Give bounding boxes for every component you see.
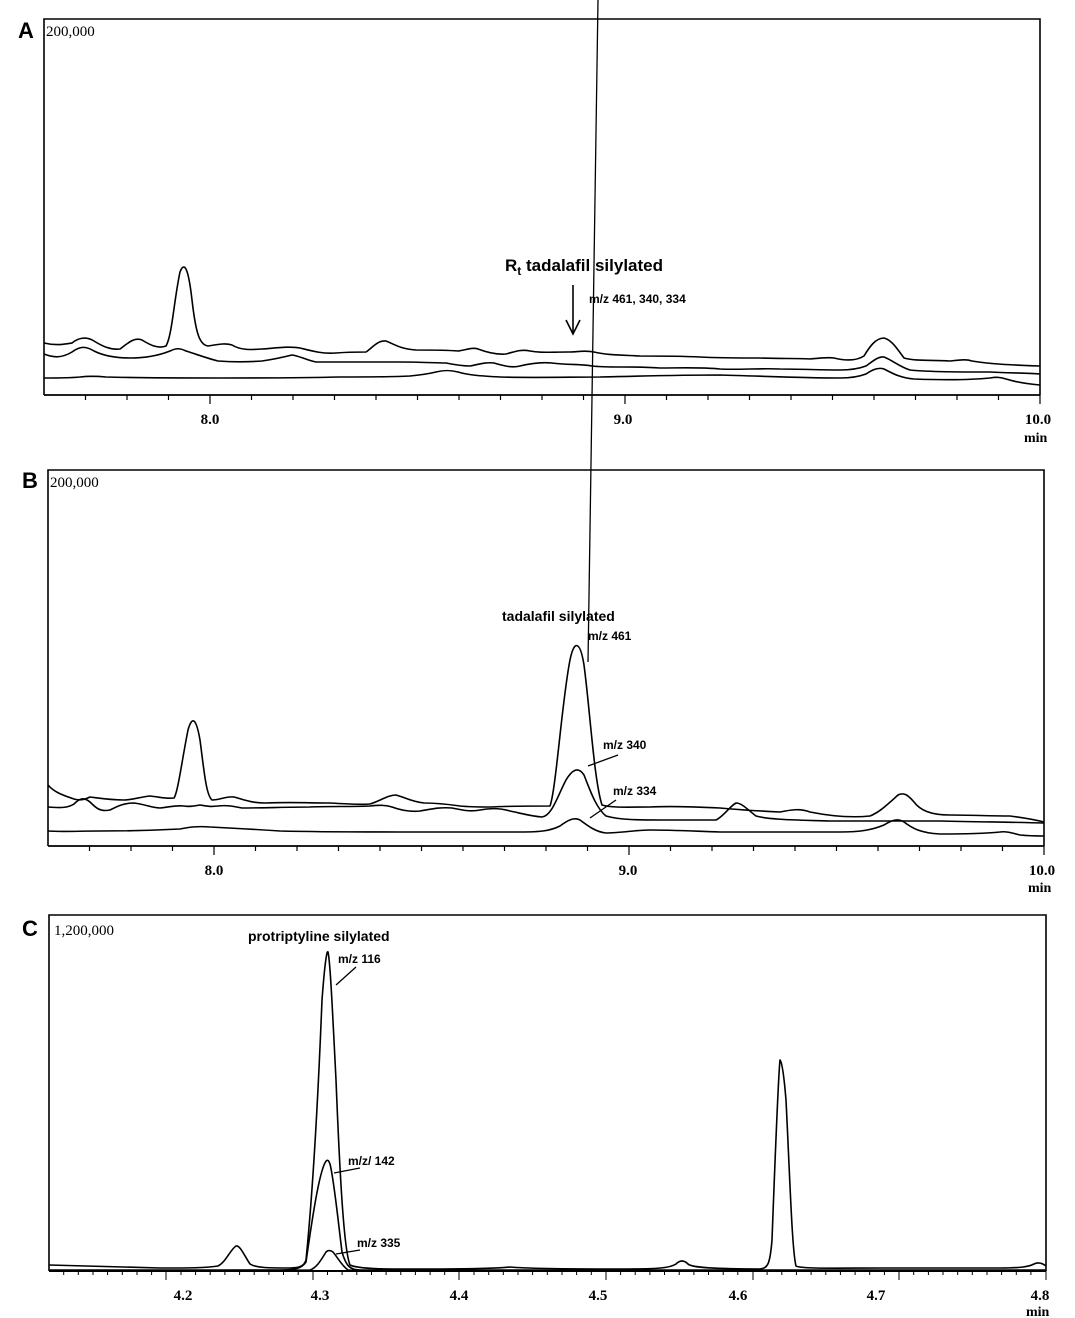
panel-a-ticks (84, 395, 1041, 404)
panel-a-trace-top (43, 266, 1041, 367)
panel-a-arrow-down-icon (565, 285, 581, 336)
panel-b-compound-label: tadalafil silylated (502, 608, 615, 624)
panel-c-frame (48, 914, 1047, 1271)
panel-c-tick-4-4: 4.4 (450, 1288, 469, 1304)
panel-a-tick-8: 8.0 (201, 412, 220, 428)
panel-c-tick-4-5: 4.5 (589, 1288, 608, 1304)
panel-c-compound-label: protriptyline silylated (248, 928, 390, 944)
panel-a: A 200,000 8.0 9.0 10.0 min Rt tadal (18, 18, 1051, 446)
panel-a-annotation-title: Rt tadalafil silylated (505, 256, 663, 278)
panel-a-ymax-label: 200,000 (46, 24, 95, 40)
panel-c-trace-mz142 (49, 1159, 1046, 1271)
panel-c-unit: min (1026, 1305, 1050, 1318)
panel-b-trace-mz334 (47, 818, 1045, 837)
panel-a-annotation-ions: m/z 461, 340, 334 (589, 292, 686, 306)
panel-c-tick-4-6: 4.6 (729, 1288, 748, 1304)
panel-c-ion-335-leader (335, 1249, 361, 1255)
panel-b-ion-461-label: m/z 461 (588, 629, 632, 643)
panel-a-tick-10: 10.0 (1025, 412, 1051, 428)
panel-b-trace-mz461 (47, 644, 1045, 823)
panel-b-unit: min (1028, 881, 1052, 896)
panel-b-ion-334-leader (589, 799, 617, 819)
panel-b: B 200,000 8.0 9.0 10.0 min tad (22, 0, 1055, 896)
panel-b-ion-340-leader (587, 754, 619, 767)
panel-c-ion-335-label: m/z 335 (357, 1236, 401, 1250)
panel-b-tick-10: 10.0 (1029, 863, 1055, 879)
panel-b-ion-461-leader (587, 0, 599, 663)
panel-a-letter: A (18, 18, 34, 43)
panel-c-ion-142-label: m/z/ 142 (348, 1154, 395, 1168)
panel-c-ymax-label: 1,200,000 (54, 923, 114, 939)
panel-c-trace-mz116 (48, 951, 1047, 1270)
panel-b-trace-mz340 (47, 769, 1045, 824)
panel-c-tick-4-8: 4.8 (1031, 1288, 1050, 1304)
panel-c-letter: C (22, 916, 38, 941)
panel-c-ion-142-leader (333, 1167, 361, 1174)
panel-b-ticks (88, 846, 1045, 855)
panel-b-ion-340-label: m/z 340 (603, 738, 647, 752)
panel-c-tick-4-7: 4.7 (867, 1288, 886, 1304)
panel-a-unit: min (1024, 431, 1048, 446)
panel-c-tick-4-2: 4.2 (174, 1288, 193, 1304)
panel-b-tick-8: 8.0 (205, 863, 224, 879)
panel-b-ymax-label: 200,000 (50, 475, 99, 491)
panel-c-tick-4-3: 4.3 (311, 1288, 330, 1304)
panel-c-ion-116-label: m/z 116 (338, 952, 381, 966)
panel-c-trace-mz335 (48, 1249, 1046, 1272)
panel-c-ticks (63, 1271, 1047, 1280)
panel-c-ion-116-leader (335, 966, 357, 986)
panel-a-frame (43, 18, 1041, 395)
panel-a-trace-middle (43, 346, 1041, 375)
panel-c: C 1,200,000 (22, 914, 1050, 1318)
panel-b-tick-9: 9.0 (619, 863, 638, 879)
panel-b-frame (47, 469, 1045, 846)
panel-a-trace-bottom (43, 367, 1041, 386)
panel-b-letter: B (22, 468, 38, 493)
panel-b-ion-334-label: m/z 334 (613, 784, 657, 798)
panel-a-tick-9: 9.0 (614, 412, 633, 428)
